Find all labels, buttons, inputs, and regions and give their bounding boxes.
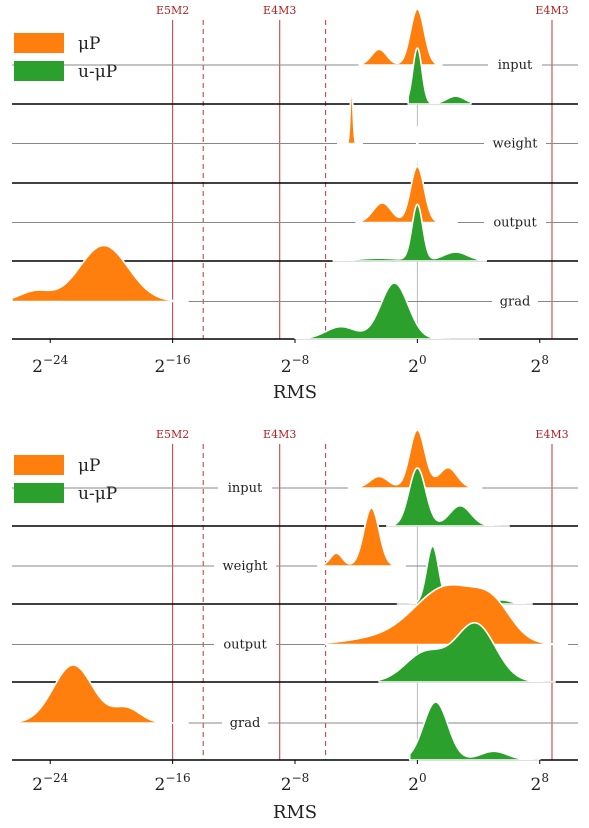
x-axis-label: RMS	[273, 802, 317, 823]
x-tick-label: 2−16	[155, 771, 191, 795]
row-label-grad: grad	[500, 295, 531, 310]
x-tick-exponent: −16	[165, 353, 190, 367]
x-tick-label: 2−24	[32, 353, 69, 377]
x-tick-label: 2−24	[32, 771, 69, 795]
legend-swatch-u-mup	[14, 483, 64, 503]
x-tick-base: 2	[155, 775, 166, 795]
row-label-output: output	[493, 216, 537, 231]
row-label-grad: grad	[230, 716, 261, 731]
x-tick-label: 28	[531, 353, 549, 377]
x-tick-base: 2	[531, 357, 542, 377]
x-tick-base: 2	[408, 357, 419, 377]
ridge-input-u-mup	[385, 467, 510, 527]
ridge-weight-mup	[317, 507, 406, 567]
legend-label-u-mup: u-μP	[78, 62, 117, 82]
ridge-grad-mup	[11, 244, 189, 303]
x-tick-exponent: −24	[43, 771, 69, 785]
ridge-weight-mup	[337, 86, 364, 145]
x-tick-base: 2	[408, 775, 419, 795]
x-tick-exponent: −24	[43, 353, 69, 367]
x-tick-exponent: 8	[541, 353, 549, 367]
row-label-output: output	[223, 638, 267, 653]
x-tick-exponent: −8	[292, 353, 310, 367]
legend-swatch-mup	[14, 33, 64, 53]
x-tick-label: 20	[408, 771, 426, 795]
row-label-input: input	[228, 481, 263, 496]
ridge-input-mup	[347, 429, 483, 489]
x-tick-base: 2	[281, 775, 292, 795]
ridge-grad-u-mup	[408, 701, 541, 761]
x-tick-label: 2−16	[155, 353, 191, 377]
ridge-grad-u-mup	[294, 282, 480, 340]
ridge-input-mup	[358, 8, 443, 66]
ridge-grad-mup	[11, 664, 189, 724]
x-tick-base: 2	[155, 357, 166, 377]
row-label-weight: weight	[223, 559, 269, 574]
chart-panel-2: E5M2 E4M3 E4M3 input weight output grad μP u-μP 2…	[11, 428, 578, 823]
row-label-weight: weight	[493, 137, 539, 152]
format-limit-label: E5M2	[156, 428, 189, 441]
x-axis-label: RMS	[273, 382, 317, 403]
x-tick-label: 2−8	[281, 771, 310, 795]
format-limit-label: E4M3	[535, 4, 568, 17]
x-tick-exponent: 8	[541, 771, 549, 785]
x-tick-label: 20	[408, 353, 426, 377]
format-limit-label: E5M2	[156, 4, 189, 17]
x-tick-base: 2	[32, 357, 43, 377]
ridge-output-u-mup	[332, 203, 488, 262]
format-limit-label: E4M3	[535, 428, 568, 441]
x-tick-exponent: −8	[292, 771, 310, 785]
x-tick-base: 2	[32, 775, 43, 795]
ridge-output-mup	[355, 165, 458, 224]
x-tick-base: 2	[531, 775, 542, 795]
ridge-input-u-mup	[407, 47, 472, 105]
legend-label-mup: μP	[78, 34, 101, 54]
x-tick-base: 2	[281, 357, 292, 377]
x-tick-label: 28	[531, 771, 549, 795]
x-tick-label: 2−8	[281, 353, 310, 377]
legend-swatch-mup	[14, 455, 64, 475]
legend-label-u-mup: u-μP	[78, 484, 117, 504]
legend-swatch-u-mup	[14, 61, 64, 81]
ridge-output-u-mup	[378, 621, 556, 683]
chart-panel-1: E5M2 E4M3 E4M3 input weight output grad μP u-μP 2…	[11, 4, 578, 403]
legend-label-mup: μP	[78, 456, 101, 476]
row-label-input: input	[498, 58, 533, 73]
ridge-output-mup	[324, 584, 569, 646]
x-tick-exponent: 0	[419, 353, 427, 367]
format-limit-label: E4M3	[263, 428, 296, 441]
x-tick-exponent: −16	[165, 771, 190, 785]
x-tick-exponent: 0	[419, 771, 427, 785]
format-limit-label: E4M3	[263, 4, 296, 17]
